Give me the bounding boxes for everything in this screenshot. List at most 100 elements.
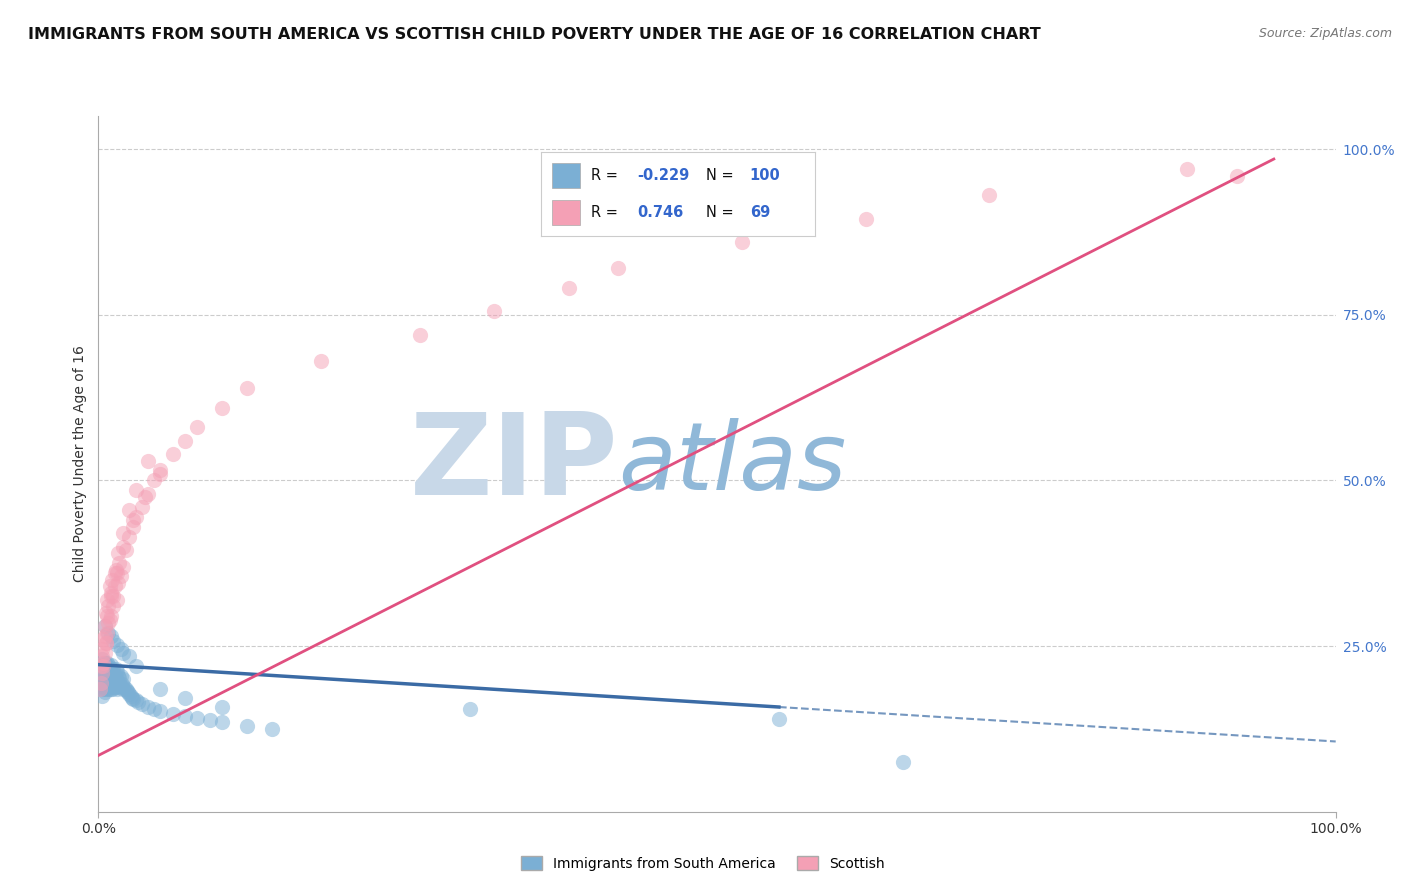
- Point: [768, 712, 790, 726]
- Point: [93, 656, 115, 670]
- Text: N =: N =: [706, 168, 738, 183]
- Point: [93, 662, 115, 676]
- Point: [104, 680, 127, 694]
- Point: [174, 708, 197, 723]
- Point: [91, 652, 114, 666]
- Point: [107, 669, 129, 683]
- Point: [112, 682, 135, 697]
- Point: [162, 706, 184, 721]
- Point: [94, 682, 117, 697]
- Point: [103, 669, 125, 683]
- Point: [103, 579, 125, 593]
- Point: [93, 619, 115, 633]
- Point: [112, 672, 135, 686]
- Point: [114, 543, 136, 558]
- Point: [93, 669, 115, 683]
- Point: [94, 636, 117, 650]
- Point: [136, 700, 159, 714]
- Point: [108, 680, 131, 694]
- Text: 100: 100: [749, 168, 780, 183]
- Point: [211, 700, 233, 714]
- Point: [96, 609, 118, 624]
- Point: [1175, 161, 1198, 176]
- Point: [101, 573, 124, 587]
- Y-axis label: Child Poverty Under the Age of 16: Child Poverty Under the Age of 16: [73, 345, 87, 582]
- Point: [104, 563, 127, 577]
- FancyBboxPatch shape: [553, 200, 579, 226]
- Point: [309, 354, 332, 368]
- Point: [93, 646, 115, 660]
- Point: [98, 665, 121, 679]
- Point: [96, 657, 118, 671]
- Point: [100, 673, 122, 688]
- Point: [89, 675, 111, 690]
- Point: [855, 211, 877, 226]
- Text: -0.229: -0.229: [637, 168, 689, 183]
- Point: [111, 677, 134, 691]
- Point: [93, 682, 115, 697]
- Point: [94, 606, 117, 620]
- Point: [110, 642, 132, 657]
- Point: [103, 662, 125, 676]
- Point: [103, 677, 125, 691]
- Point: [110, 669, 132, 683]
- Point: [134, 490, 156, 504]
- Point: [409, 327, 432, 342]
- Point: [118, 530, 141, 544]
- Point: [108, 556, 131, 570]
- Point: [94, 673, 117, 688]
- Point: [100, 682, 122, 697]
- Point: [93, 669, 115, 683]
- Point: [93, 659, 115, 673]
- Text: Source: ZipAtlas.com: Source: ZipAtlas.com: [1258, 27, 1392, 40]
- Point: [97, 657, 120, 672]
- Point: [100, 665, 122, 680]
- Point: [96, 592, 118, 607]
- Point: [96, 672, 118, 686]
- Text: 69: 69: [749, 205, 770, 220]
- Point: [97, 673, 120, 688]
- Point: [149, 682, 172, 697]
- Point: [124, 693, 146, 707]
- Point: [98, 579, 121, 593]
- Point: [108, 671, 131, 685]
- Point: [105, 638, 128, 652]
- Legend: Immigrants from South America, Scottish: Immigrants from South America, Scottish: [516, 850, 890, 876]
- Point: [94, 665, 117, 680]
- Point: [236, 718, 259, 732]
- Point: [174, 434, 197, 448]
- Point: [90, 682, 112, 697]
- Point: [101, 662, 124, 676]
- Point: [90, 675, 112, 690]
- Point: [136, 453, 159, 467]
- Point: [97, 665, 120, 680]
- Point: [484, 304, 506, 318]
- Point: [93, 619, 115, 633]
- Point: [122, 513, 145, 527]
- Point: [979, 188, 1001, 202]
- Point: [112, 680, 135, 694]
- Point: [101, 682, 124, 697]
- Point: [97, 599, 120, 614]
- Point: [260, 722, 283, 736]
- Point: [97, 682, 120, 697]
- Point: [114, 682, 136, 697]
- Point: [211, 715, 233, 730]
- Point: [94, 636, 117, 650]
- Point: [112, 540, 135, 554]
- Point: [105, 566, 128, 581]
- Point: [97, 625, 120, 640]
- Point: [121, 690, 143, 705]
- Point: [100, 609, 122, 624]
- Point: [110, 569, 132, 583]
- Point: [174, 690, 197, 705]
- Point: [91, 665, 114, 680]
- Point: [103, 566, 125, 581]
- Point: [103, 590, 125, 604]
- Point: [1226, 169, 1249, 183]
- Point: [143, 702, 166, 716]
- Point: [143, 474, 166, 488]
- Point: [149, 463, 172, 477]
- Point: [211, 401, 233, 415]
- Point: [731, 235, 754, 249]
